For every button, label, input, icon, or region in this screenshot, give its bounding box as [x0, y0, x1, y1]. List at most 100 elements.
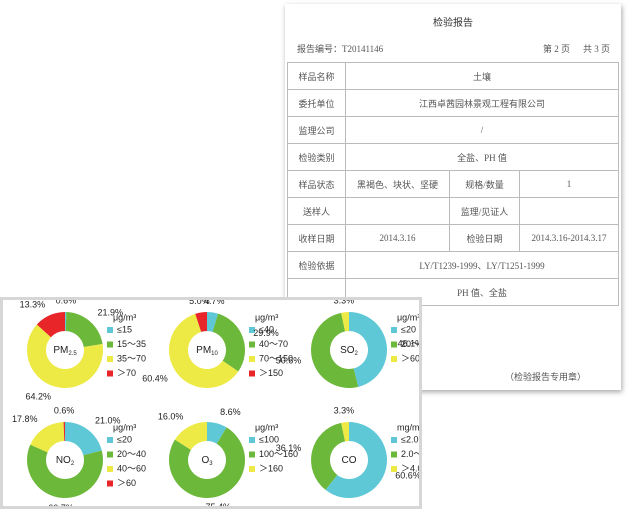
donut-segment	[207, 422, 227, 444]
charts: 0.6%≤1521.9%15～3564.2%35～7013.3%＞70PM2.5…	[12, 295, 435, 511]
legend-swatch	[249, 341, 255, 348]
unit-label: μg/m³	[397, 312, 419, 322]
data-label: 60.7%	[48, 503, 74, 506]
legend-swatch	[391, 327, 397, 333]
stamp-note: （检验报告专用章）	[505, 372, 587, 382]
donut-segment	[341, 422, 349, 442]
unit-label: μg/m³	[113, 422, 136, 432]
donut-segment	[30, 422, 65, 453]
data-label: 75.4%	[206, 502, 232, 506]
data-label: 16.0%	[158, 411, 184, 421]
center-label: CO	[342, 455, 357, 466]
center-label: NO2	[56, 455, 75, 467]
legend-label: ＞160	[259, 463, 283, 473]
data-label: 17.8%	[12, 414, 38, 424]
data-label: 21.0%	[95, 416, 121, 426]
legend-label: 15～35	[117, 339, 146, 349]
data-label: 5.0%	[189, 300, 210, 306]
row: 检验类别 全盐、PH 值	[287, 143, 619, 171]
legend-swatch	[391, 341, 397, 348]
legend-label: ≤100	[259, 434, 279, 444]
legend-label: 20～60	[401, 339, 419, 349]
legend-swatch	[391, 451, 397, 458]
data-label: 60.4%	[142, 374, 168, 384]
data-label: 13.3%	[20, 300, 46, 310]
center-label-sub: 10	[211, 351, 218, 357]
legend-label: 20～40	[117, 449, 146, 459]
row: 检验依据 LY/T1239-1999、LY/T1251-1999	[287, 251, 619, 279]
cell: 委托单位	[287, 89, 346, 117]
legend-swatch	[249, 451, 255, 458]
cell: 全盐、PH 值	[345, 143, 619, 171]
legend-label: 35～70	[117, 353, 146, 363]
legend-swatch	[107, 466, 113, 472]
report-number: 报告编号：T20141146	[297, 44, 384, 54]
legend-swatch	[249, 466, 255, 472]
donut-segment	[207, 312, 219, 332]
center-label-main: CO	[342, 455, 357, 466]
cell	[519, 197, 619, 225]
legend-swatch	[107, 437, 113, 443]
cell: 规格/数量	[449, 170, 520, 198]
donut-segment	[341, 312, 349, 332]
cell: 收样日期	[287, 224, 346, 252]
legend-swatch	[249, 437, 255, 443]
report-title: 检验报告	[433, 18, 473, 29]
legend-label: ＞4.0	[401, 463, 419, 473]
unit-label: μg/m³	[255, 312, 278, 322]
legend-swatch	[249, 356, 255, 362]
donut-segment	[169, 427, 246, 498]
legend-label: ＞150	[259, 368, 283, 378]
unit-label: mg/m³	[397, 422, 419, 432]
center-label-sub: 3	[209, 461, 213, 467]
donut-segment	[195, 312, 207, 332]
data-label: 29.9%	[253, 328, 279, 338]
data-label: 21.9%	[98, 308, 124, 318]
legend-swatch	[249, 327, 255, 333]
cell: 监理公司	[287, 116, 346, 144]
cell: 样品名称	[287, 62, 346, 90]
center-label: O3	[201, 455, 213, 467]
cell: 黑褐色、块状、坚硬	[345, 170, 450, 198]
center-label-main: SO	[340, 345, 355, 356]
cell: 土壤	[345, 62, 619, 90]
legend-swatch	[391, 437, 397, 443]
data-label: 36.1%	[276, 443, 302, 453]
legend-label: 70～150	[259, 353, 293, 363]
data-label: 8.6%	[220, 407, 241, 417]
donut-segment	[65, 422, 102, 456]
cell: 检验日期	[449, 224, 520, 252]
data-label: 60.6%	[395, 470, 419, 480]
row: 委托单位 江西卓茜园林景观工程有限公司	[287, 89, 619, 117]
legend-label: ≤20	[401, 324, 416, 334]
data-label: 3.3%	[334, 406, 355, 416]
data-label: 3.3%	[334, 300, 355, 306]
donut-segment	[63, 422, 65, 442]
donut-segment	[65, 312, 103, 348]
legend-label: 40～70	[259, 339, 288, 349]
donut-segment	[169, 313, 239, 388]
cell: 送样人	[287, 197, 346, 225]
donut-segment	[325, 422, 388, 498]
center-label-sub: 2	[71, 461, 75, 467]
legend-label: ≤15	[117, 324, 132, 334]
data-label: 0.6%	[54, 405, 75, 415]
center-label-main: NO	[56, 455, 71, 466]
legend-swatch	[107, 451, 113, 458]
center-label-main: O	[201, 455, 209, 466]
legend-swatch	[107, 356, 113, 362]
row: 监理公司 /	[287, 116, 619, 144]
page-count: 共 3 页	[583, 44, 611, 54]
legend-label: 2.0～4.0	[401, 449, 419, 459]
legend-label: ≤20	[117, 434, 132, 444]
data-label: 50.6%	[276, 355, 302, 365]
legend-label: ≤40	[259, 324, 274, 334]
row: 送样人 监理/见证人	[287, 197, 619, 225]
cell: 样品状态	[287, 170, 346, 198]
donut-segment	[349, 312, 387, 387]
data-label: 46.1%	[398, 338, 419, 348]
donut-segment	[36, 312, 65, 338]
cell: 1	[519, 170, 619, 198]
donut-segment	[27, 444, 103, 498]
